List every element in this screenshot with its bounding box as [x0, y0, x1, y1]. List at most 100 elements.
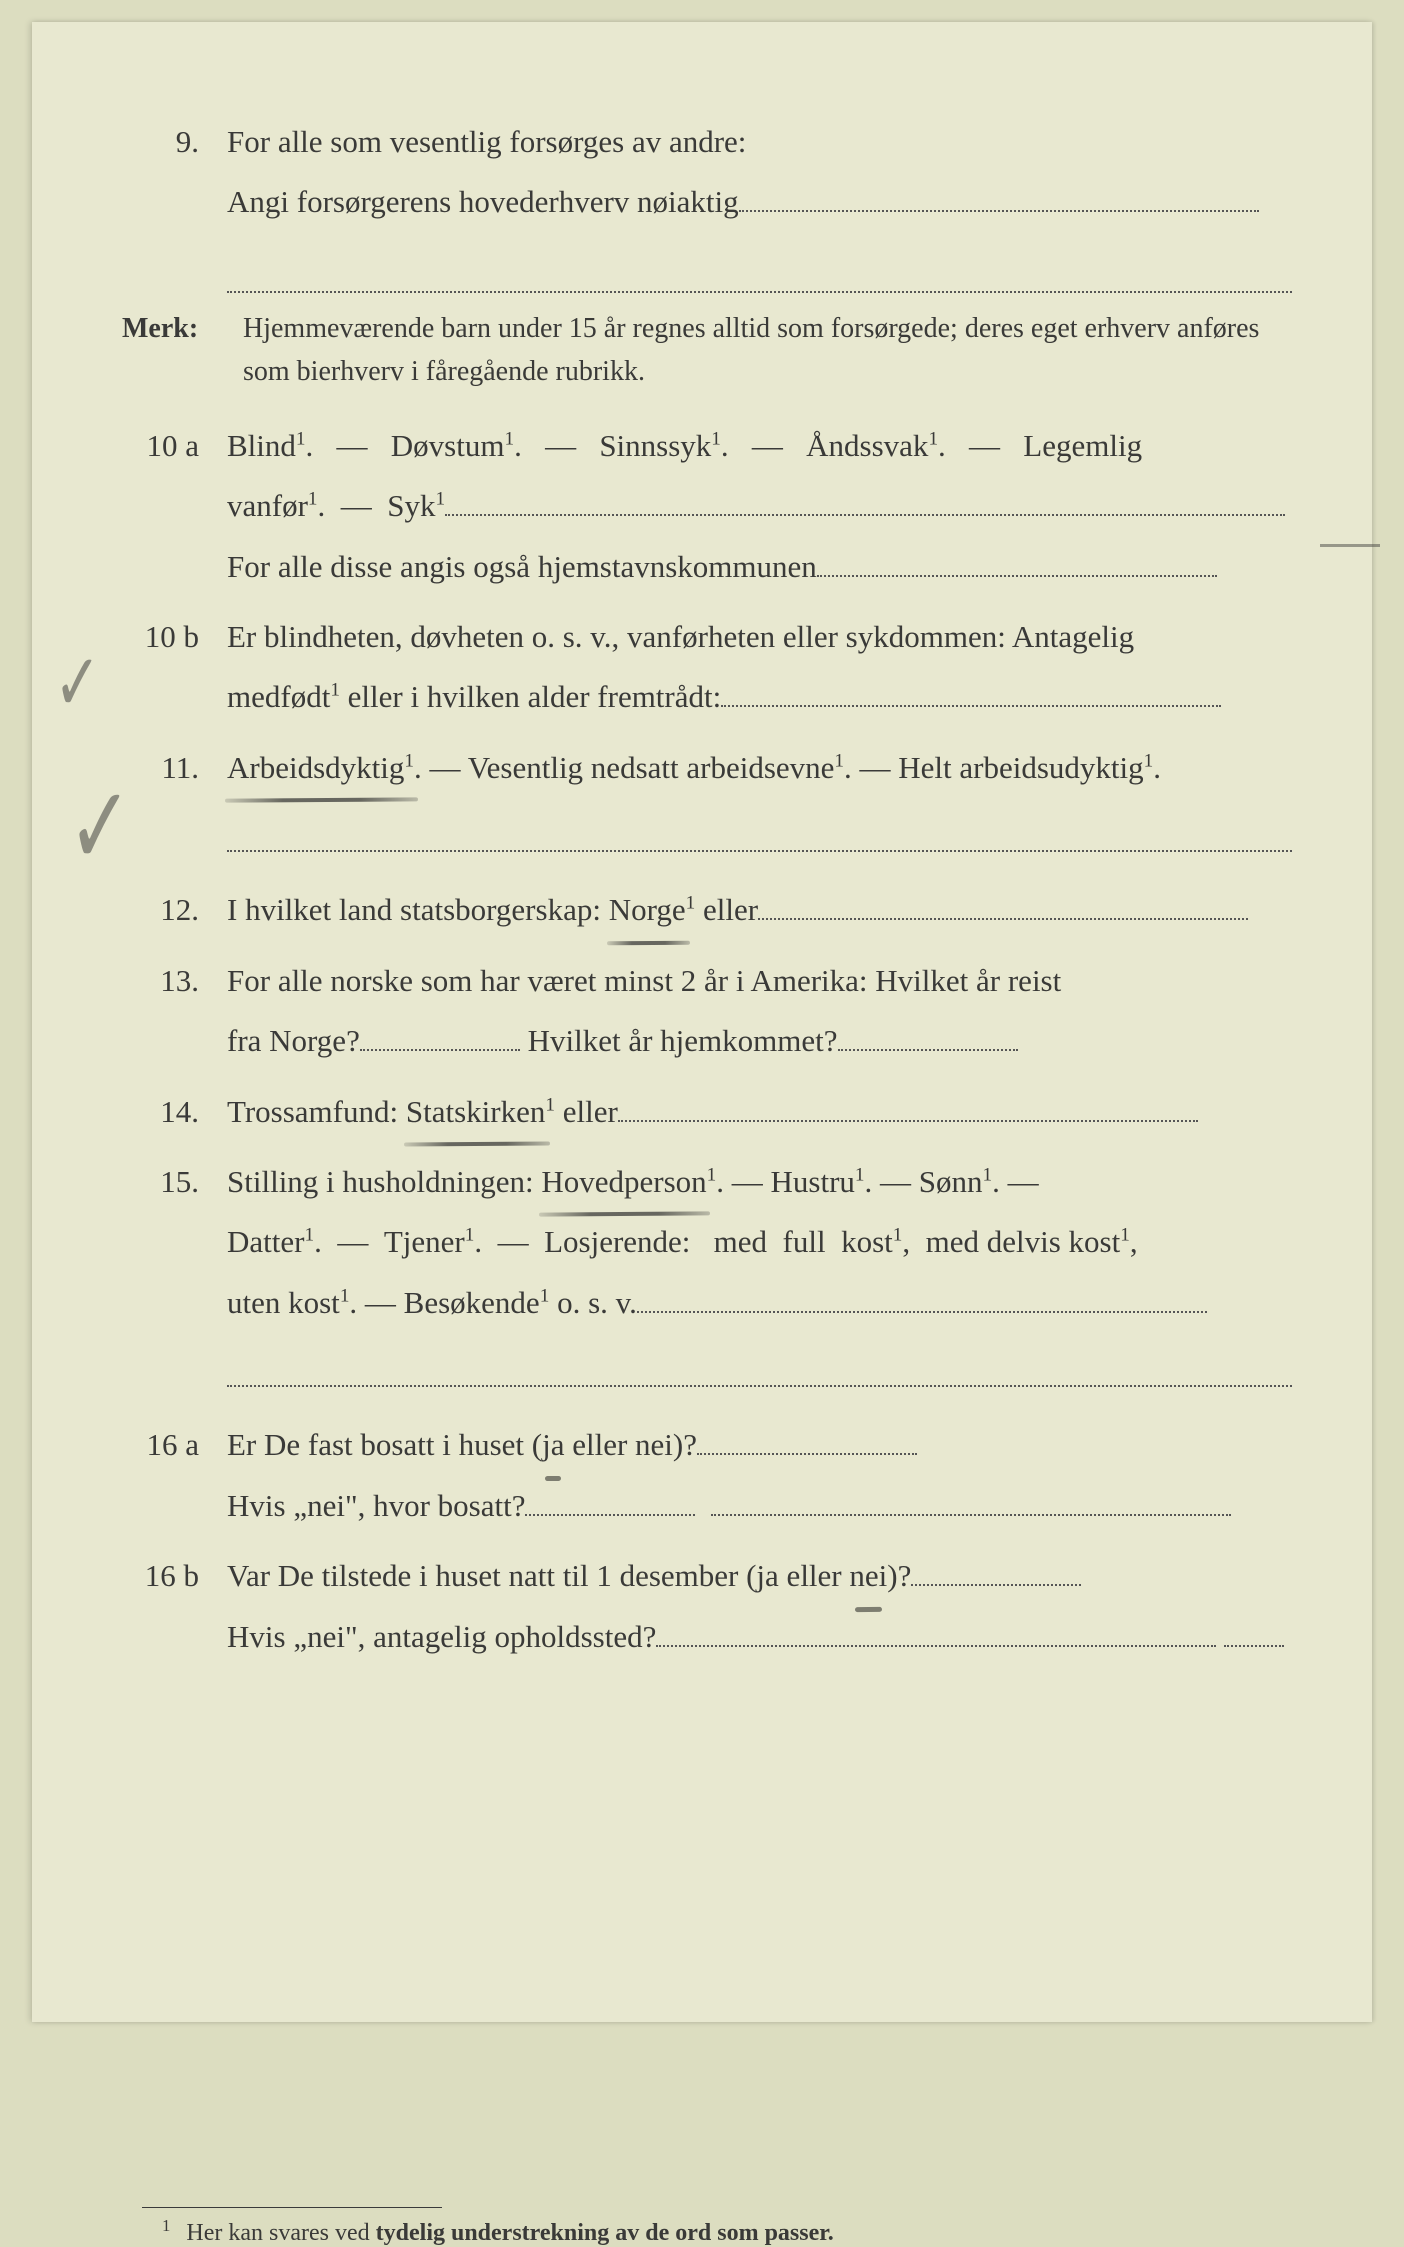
- item-9: 9. For alle som vesentlig forsørges av a…: [122, 112, 1292, 233]
- text: For alle disse angis også hjemstavnskomm…: [227, 549, 817, 584]
- item-content: Blind1. — Døvstum1. — Sinnssyk1. — Åndss…: [227, 416, 1292, 597]
- text: Hvis „nei", antagelig opholdssted?: [227, 1619, 656, 1654]
- option: Blind: [227, 428, 296, 463]
- item-12: 12. I hvilket land statsborgerskap: Norg…: [122, 880, 1292, 940]
- item-15: 15. Stilling i husholdningen: Hovedperso…: [122, 1152, 1292, 1333]
- footnote: 1 Her kan svares ved tydelig understrekn…: [162, 2220, 1292, 2247]
- item-content: I hvilket land statsborgerskap: Norge1 e…: [227, 880, 1292, 940]
- option-underlined: Statskirken: [406, 1082, 546, 1142]
- option: Sinnssyk: [599, 428, 711, 463]
- item-number: 13.: [122, 963, 227, 999]
- footnote-rule: [142, 2207, 442, 2208]
- fill-line[interactable]: [911, 1560, 1081, 1586]
- footnote-marker: 1: [162, 2216, 170, 2235]
- note-merk: Merk: Hjemmeværende barn under 15 år reg…: [122, 307, 1292, 394]
- option-underlined: Hovedperson: [541, 1152, 706, 1212]
- item-content: Stilling i husholdningen: Hovedperson1. …: [227, 1152, 1292, 1333]
- item-16b: 16 b Var De tilstede i huset natt til 1 …: [122, 1546, 1292, 1667]
- option-underlined: nei: [849, 1546, 887, 1606]
- text: nei: [849, 1558, 887, 1593]
- text: I hvilket land statsborgerskap:: [227, 892, 609, 927]
- item-content: Er blindheten, døvheten o. s. v., vanfør…: [227, 607, 1292, 728]
- footnote-bold: tydelig understrekning av de ord som pas…: [376, 2220, 834, 2246]
- option-underlined: ja: [542, 1415, 564, 1475]
- item-content: Arbeidsdyktig1. — Vesentlig nedsatt arbe…: [227, 738, 1292, 798]
- text: Arbeidsdyktig: [227, 750, 404, 785]
- fill-line[interactable]: [739, 186, 1259, 212]
- text: Stilling i husholdningen:: [227, 1164, 541, 1199]
- item-content: For alle norske som har været minst 2 år…: [227, 951, 1292, 1072]
- text: . — Sønn: [865, 1164, 983, 1199]
- text: . — Hustru: [716, 1164, 855, 1199]
- text: . — Besøkende: [349, 1285, 539, 1320]
- pencil-check-icon: ✓: [68, 762, 133, 891]
- fill-line[interactable]: [227, 808, 1292, 852]
- note-text: Hjemmeværende barn under 15 år regnes al…: [227, 307, 1292, 394]
- option: Åndssvak: [806, 428, 928, 463]
- item-number: 10 b: [122, 619, 227, 655]
- item-16a: 16 a Er De fast bosatt i huset (ja eller…: [122, 1415, 1292, 1536]
- form-page: 9. For alle som vesentlig forsørges av a…: [32, 22, 1372, 2022]
- item-10a: 10 a Blind1. — Døvstum1. — Sinnssyk1. — …: [122, 416, 1292, 597]
- text: . —: [992, 1164, 1039, 1199]
- fill-line[interactable]: [445, 490, 1285, 516]
- option: Vesentlig nedsatt arbeidsevne: [468, 750, 835, 785]
- item-number: 16 b: [122, 1558, 227, 1594]
- text: Var De tilstede i huset natt til 1 desem…: [227, 1558, 849, 1593]
- item-content: Var De tilstede i huset natt til 1 desem…: [227, 1546, 1292, 1667]
- text: fra Norge?: [227, 1023, 360, 1058]
- text: eller i hvilken alder fremtrådt:: [340, 679, 721, 714]
- text: ja: [542, 1427, 564, 1462]
- item-number: 9.: [122, 124, 227, 160]
- fill-line[interactable]: [817, 550, 1217, 576]
- item-content: Trossamfund: Statskirken1 eller: [227, 1082, 1292, 1142]
- option: Døvstum: [391, 428, 505, 463]
- text: Er De fast bosatt i huset (: [227, 1427, 542, 1462]
- footnote-text: Her kan svares ved: [186, 2220, 375, 2246]
- fill-line[interactable]: [838, 1025, 1018, 1051]
- item-number: 11.: [122, 750, 227, 786]
- text: For alle norske som har været minst 2 år…: [227, 963, 1061, 998]
- text: Norge: [609, 892, 686, 927]
- fill-line[interactable]: [711, 1489, 1231, 1515]
- fill-line[interactable]: [227, 243, 1292, 293]
- fill-line[interactable]: [721, 681, 1221, 707]
- item-content: For alle som vesentlig forsørges av andr…: [227, 112, 1292, 233]
- fill-line[interactable]: [637, 1287, 1207, 1313]
- item-content: Er De fast bosatt i huset (ja eller nei)…: [227, 1415, 1292, 1536]
- item-11: 11. Arbeidsdyktig1. — Vesentlig nedsatt …: [122, 738, 1292, 798]
- item-14: 14. Trossamfund: Statskirken1 eller: [122, 1082, 1292, 1142]
- fill-line[interactable]: [360, 1025, 520, 1051]
- text: eller: [695, 892, 758, 927]
- option-underlined: Norge: [609, 880, 686, 940]
- fill-line[interactable]: [758, 894, 1248, 920]
- text: Trossamfund:: [227, 1094, 406, 1129]
- option: Helt arbeidsudyktig: [898, 750, 1143, 785]
- text: For alle som vesentlig forsørges av andr…: [227, 124, 746, 159]
- option: vanfør: [227, 488, 308, 523]
- item-number: 15.: [122, 1164, 227, 1200]
- option-underlined: Arbeidsdyktig1: [227, 738, 414, 798]
- text: Hovedperson: [541, 1164, 706, 1199]
- fill-line[interactable]: [525, 1489, 695, 1515]
- item-13: 13. For alle norske som har været minst …: [122, 951, 1292, 1072]
- text: )?: [887, 1558, 911, 1593]
- pencil-check-icon: ✓: [54, 636, 101, 730]
- text: Statskirken: [406, 1094, 546, 1129]
- fill-line[interactable]: [618, 1095, 1198, 1121]
- fill-line[interactable]: [1224, 1620, 1284, 1646]
- item-number: 14.: [122, 1094, 227, 1130]
- text: uten kost: [227, 1285, 340, 1320]
- text: eller: [555, 1094, 618, 1129]
- text: Datter1. — Tjener1. — Losjerende: med fu…: [227, 1224, 1138, 1259]
- text: Er blindheten, døvheten o. s. v., vanfør…: [227, 619, 1134, 654]
- text: o. s. v.: [549, 1285, 637, 1320]
- fill-line[interactable]: [227, 1343, 1292, 1387]
- text: Hvilket år hjemkommet?: [520, 1023, 838, 1058]
- text: Angi forsørgerens hovederhverv nøiaktig: [227, 184, 739, 219]
- fill-line[interactable]: [697, 1429, 917, 1455]
- fill-line[interactable]: [656, 1620, 1216, 1646]
- item-number: 10 a: [122, 428, 227, 464]
- note-label: Merk:: [122, 311, 227, 345]
- text: eller nei)?: [564, 1427, 697, 1462]
